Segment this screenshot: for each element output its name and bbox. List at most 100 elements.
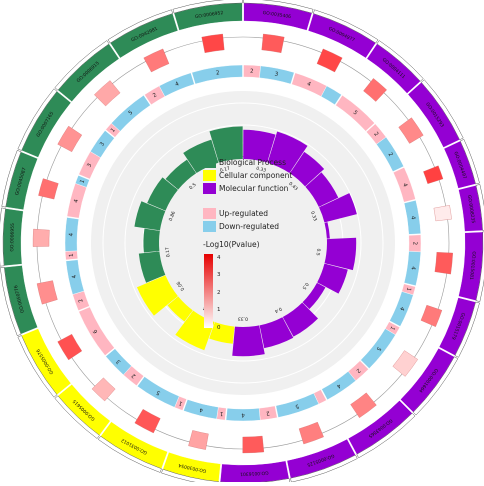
legend-swatch-mf [203,183,216,194]
term-tick-ring [17,88,58,151]
legend: Biological Process Cellular component Mo… [203,157,292,331]
ratio-label: 0.86 [168,210,177,222]
pvalue-tick-2: 2 [217,290,221,296]
ratio-label: 0.5 [315,248,322,256]
legend-swatch-down [203,221,216,232]
legend-label-down: Down-regulated [219,222,279,231]
down-count-label: 3 [115,358,122,365]
pvalue-tick-1: 1 [217,307,221,313]
inner-enrichment-bar [243,129,276,161]
down-count-label: 4 [69,232,75,236]
pvalue-bar [363,78,387,102]
pvalue-bar [188,430,209,450]
down-count-label: 4 [174,81,180,88]
inner-enrichment-bar [283,303,319,337]
up-count-label: 3 [86,162,93,168]
pvalue-bar [298,421,324,445]
term-tick-ring [1,150,22,208]
inner-category-arc [156,209,166,231]
legend-label-bp: Biological Process [219,158,286,167]
term-tick-ring [313,9,379,44]
pvalue-bar [32,228,50,247]
inner-grid-2 [102,102,384,384]
inner-enrichment-bar [326,237,357,271]
down-regulated-segment [111,95,151,132]
term-id-label: GO:0008235 [466,195,476,224]
legend-label-mf: Molecular function [219,184,289,193]
term-tick-ring [54,40,110,91]
inner-category-arc [162,188,178,211]
pvalue-legend-title: -Log10(Pvalue) [203,240,260,249]
down-regulated-segment [137,376,180,408]
ratio-label: 0.17 [219,166,230,174]
inner-enrichment-bar [165,159,196,189]
up-count-label: 2 [131,372,138,379]
down-regulated-segment [65,259,85,295]
up-regulated-segment [335,95,375,132]
inner-enrichment-bar [320,193,357,222]
pvalue-bar [143,48,170,73]
inner-category-arc [324,222,330,239]
term-id-label: GO:0015081 [468,251,477,280]
down-count-label: 4 [335,382,342,389]
term-tick-ring [475,231,484,302]
term-tick-ring [107,9,173,44]
inner-category-arc [156,251,166,277]
inner-category-arc [282,302,305,320]
legend-swatch-bp [203,157,216,168]
inner-category-arc [259,317,284,329]
ratio-label: 0.33 [255,166,266,174]
up-count-label: 1 [110,127,117,134]
inner-enrichment-bar [209,324,235,344]
down-regulated-segment [225,407,261,422]
term-tick-ring [459,139,480,185]
ratio-label: 0.4 [273,306,282,315]
up-count-label: 2 [355,367,362,374]
inner-enrichment-bar [303,283,326,310]
term-tick-ring [376,40,424,82]
pvalue-bar [398,117,424,144]
term-tick-ring [475,184,484,231]
pvalue-bar [201,33,225,53]
down-count-label: 2 [387,152,394,158]
inner-enrichment-bar [147,177,177,210]
term-tick-ring [243,0,314,14]
inner-category-arc [302,282,320,305]
inner-category-arc [289,170,308,187]
inner-enrichment-bar [138,251,164,283]
up-count-label: 2 [78,298,85,303]
up-count-label: 2 [372,131,379,138]
down-regulated-segment [191,64,243,85]
ratio-label: 0.43 [287,181,299,192]
inner-category-arc [324,238,330,264]
term-tick-ring [290,454,358,483]
down-regulated-segment [389,291,414,327]
term-tick-ring [0,207,6,267]
down-count-label: 3 [274,71,279,78]
inner-category-arc [234,325,260,330]
down-count-label: 5 [294,402,300,409]
legend-label-up: Up-regulated [219,209,268,218]
up-count-label: 6 [92,328,99,335]
term-id-label: GO:0006955 [9,223,16,252]
down-count-label: 3 [99,141,106,148]
down-count-label: 1 [79,179,86,184]
inner-category-arc [175,170,197,190]
down-count-label: 4 [409,266,416,271]
term-tick-ring [97,435,162,473]
pvalue-bar [420,304,443,327]
pvalue-bar [94,80,121,107]
down-count-label: 4 [398,306,405,312]
inner-category-arc [243,156,269,163]
ratio-label: 0.5 [301,281,310,290]
pvalue-tick-0: 0 [217,325,221,331]
inner-category-arc [217,156,243,163]
inner-enrichment-bar [318,264,348,294]
down-regulated-segment [403,200,421,235]
up-count-label: 1 [178,399,183,406]
down-regulated-segment [376,136,404,172]
up-count-label: 2 [411,242,417,246]
down-regulated-segment [158,72,195,97]
term-id-label: GO:0006952 [195,10,224,20]
term-tick-ring [172,0,243,14]
